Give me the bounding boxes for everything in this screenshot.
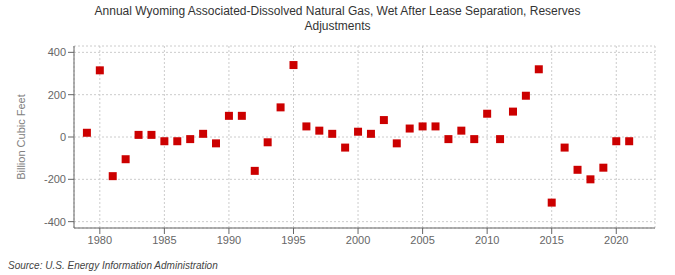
svg-text:-200: -200 — [44, 173, 66, 185]
svg-text:2015: 2015 — [539, 234, 563, 246]
html-text:Annual Wyoming Associated-Diss: Annual Wyoming Associated-Dissolved Natu… — [94, 4, 581, 18]
svg-text:1980: 1980 — [88, 234, 112, 246]
svg-text:2010: 2010 — [475, 234, 499, 246]
svg-text:2020: 2020 — [604, 234, 628, 246]
html-text:Adjustments: Adjustments — [304, 19, 371, 33]
svg-text:1985: 1985 — [152, 234, 176, 246]
svg-text:-400: -400 — [44, 216, 66, 228]
svg-text:Billion Cubic Feet: Billion Cubic Feet — [15, 94, 27, 180]
svg-text:1990: 1990 — [217, 234, 241, 246]
svg-text:0: 0 — [60, 131, 66, 143]
html-text:Source: U.S. Energy Informatio: Source: U.S. Energy Information Administ… — [8, 260, 218, 271]
svg-text:400: 400 — [48, 46, 66, 58]
svg-text:2000: 2000 — [346, 234, 370, 246]
svg-text:2005: 2005 — [410, 234, 434, 246]
svg-text:1995: 1995 — [281, 234, 305, 246]
svg-text:200: 200 — [48, 89, 66, 101]
